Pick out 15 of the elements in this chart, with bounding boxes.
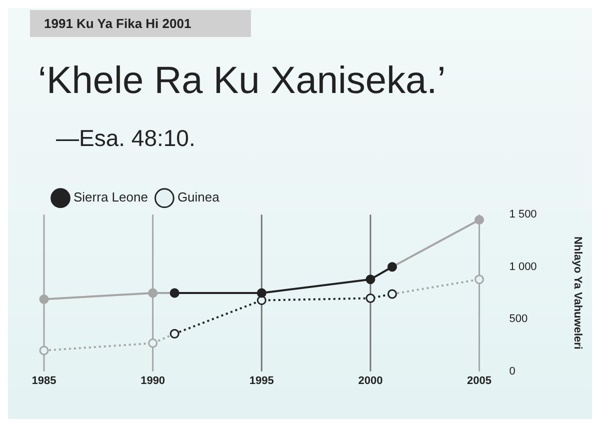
y-tick-label: 1 500: [509, 208, 537, 221]
y-tick-label: 0: [509, 365, 516, 378]
x-tick-label: 1985: [32, 375, 56, 388]
text: 1991 Ku Ya Fika Hi 2001: [30, 10, 252, 37]
legend-label: Guinea: [177, 190, 220, 205]
y-tick-label: 500: [509, 313, 528, 326]
y-axis-title: Nhlayo Ya Vahuweleri: [571, 236, 584, 350]
legend-label: Sierra Leone: [74, 190, 148, 205]
x-tick-label: 2000: [358, 375, 383, 388]
chart-title: ‘Khele Ra Ku Xaniseka.’: [38, 60, 446, 103]
y-tick-label: 1 000: [509, 260, 537, 273]
chart-subtitle: —Esa. 48:10.: [56, 125, 196, 152]
x-tick-label: 2005: [467, 375, 492, 388]
x-tick-label: 1995: [249, 375, 274, 388]
x-tick-label: 1990: [140, 375, 166, 388]
